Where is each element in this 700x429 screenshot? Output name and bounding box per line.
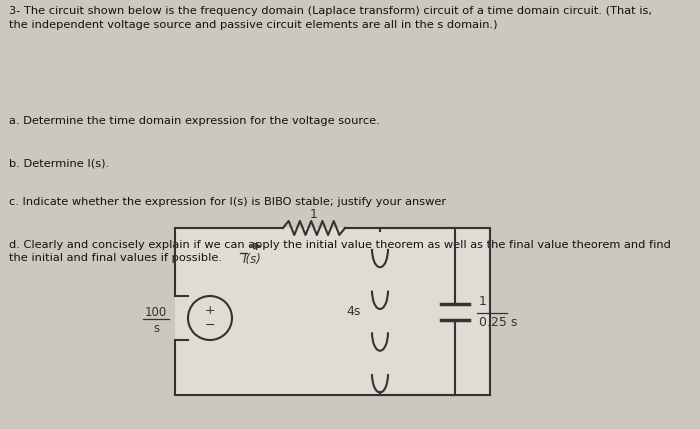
Text: c. Indicate whether the expression for I(s) is BIBO stable; justify your answer: c. Indicate whether the expression for I…: [9, 197, 446, 207]
Text: 1: 1: [310, 208, 318, 221]
Text: 3- The circuit shown below is the frequency domain (Laplace transform) circuit o: 3- The circuit shown below is the freque…: [9, 6, 652, 30]
Text: d. Clearly and concisely explain if we can apply the initial value theorem as we: d. Clearly and concisely explain if we c…: [9, 240, 671, 263]
Text: +: +: [204, 305, 216, 317]
Text: 1: 1: [479, 295, 487, 308]
Text: b. Determine I(s).: b. Determine I(s).: [9, 159, 109, 169]
Text: 100: 100: [145, 305, 167, 318]
Text: 0.25 s: 0.25 s: [479, 316, 517, 329]
Text: s: s: [153, 321, 159, 335]
Bar: [175, 228, 490, 395]
Text: 4s: 4s: [346, 305, 361, 318]
Text: a. Determine the time domain expression for the voltage source.: a. Determine the time domain expression …: [9, 116, 380, 126]
Text: −: −: [204, 318, 216, 332]
Text: I(s): I(s): [243, 253, 262, 266]
